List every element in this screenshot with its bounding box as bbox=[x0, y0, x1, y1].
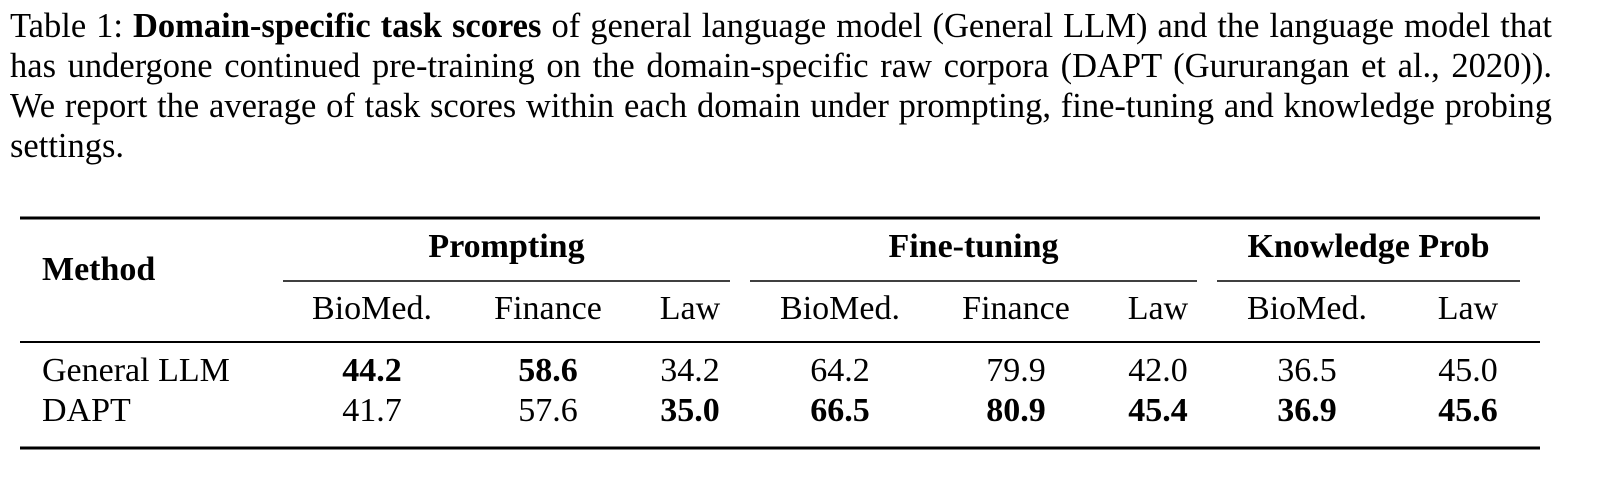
group-header: Prompting bbox=[428, 228, 584, 265]
score-cell: 45.0 bbox=[1438, 352, 1498, 389]
score-cell: 34.2 bbox=[660, 352, 720, 389]
score-cell: 42.0 bbox=[1128, 352, 1188, 389]
score-cell: 45.6 bbox=[1438, 392, 1498, 429]
score-cell: 57.6 bbox=[518, 392, 578, 429]
row-method: DAPT bbox=[42, 392, 131, 429]
column-header: Law bbox=[1438, 290, 1499, 327]
column-header: Law bbox=[1128, 290, 1189, 327]
column-header: BioMed. bbox=[1247, 290, 1367, 327]
group-header: Knowledge Prob bbox=[1247, 228, 1489, 265]
score-cell: 64.2 bbox=[810, 352, 870, 389]
column-header: Finance bbox=[962, 290, 1070, 327]
table-caption: Table 1: Domain-specific task scores of … bbox=[10, 6, 1552, 166]
score-cell: 45.4 bbox=[1128, 392, 1188, 429]
column-header: BioMed. bbox=[780, 290, 900, 327]
column-header: BioMed. bbox=[312, 290, 432, 327]
column-header: Law bbox=[660, 290, 721, 327]
method-header: Method bbox=[42, 251, 155, 288]
score-cell: 35.0 bbox=[660, 392, 720, 429]
score-cell: 36.5 bbox=[1277, 352, 1337, 389]
row-method: General LLM bbox=[42, 352, 230, 389]
score-cell: 44.2 bbox=[342, 352, 402, 389]
score-cell: 36.9 bbox=[1277, 392, 1337, 429]
group-header: Fine-tuning bbox=[888, 228, 1058, 265]
caption-label: Table 1: bbox=[10, 7, 123, 45]
score-cell: 79.9 bbox=[986, 352, 1046, 389]
score-cell: 58.6 bbox=[518, 352, 578, 389]
score-cell: 80.9 bbox=[986, 392, 1046, 429]
column-header: Finance bbox=[494, 290, 602, 327]
score-cell: 41.7 bbox=[342, 392, 402, 429]
caption-bold: Domain-specific task scores bbox=[133, 7, 542, 45]
score-cell: 66.5 bbox=[810, 392, 870, 429]
caption-text: of general language model (General LLM) … bbox=[10, 7, 1552, 165]
